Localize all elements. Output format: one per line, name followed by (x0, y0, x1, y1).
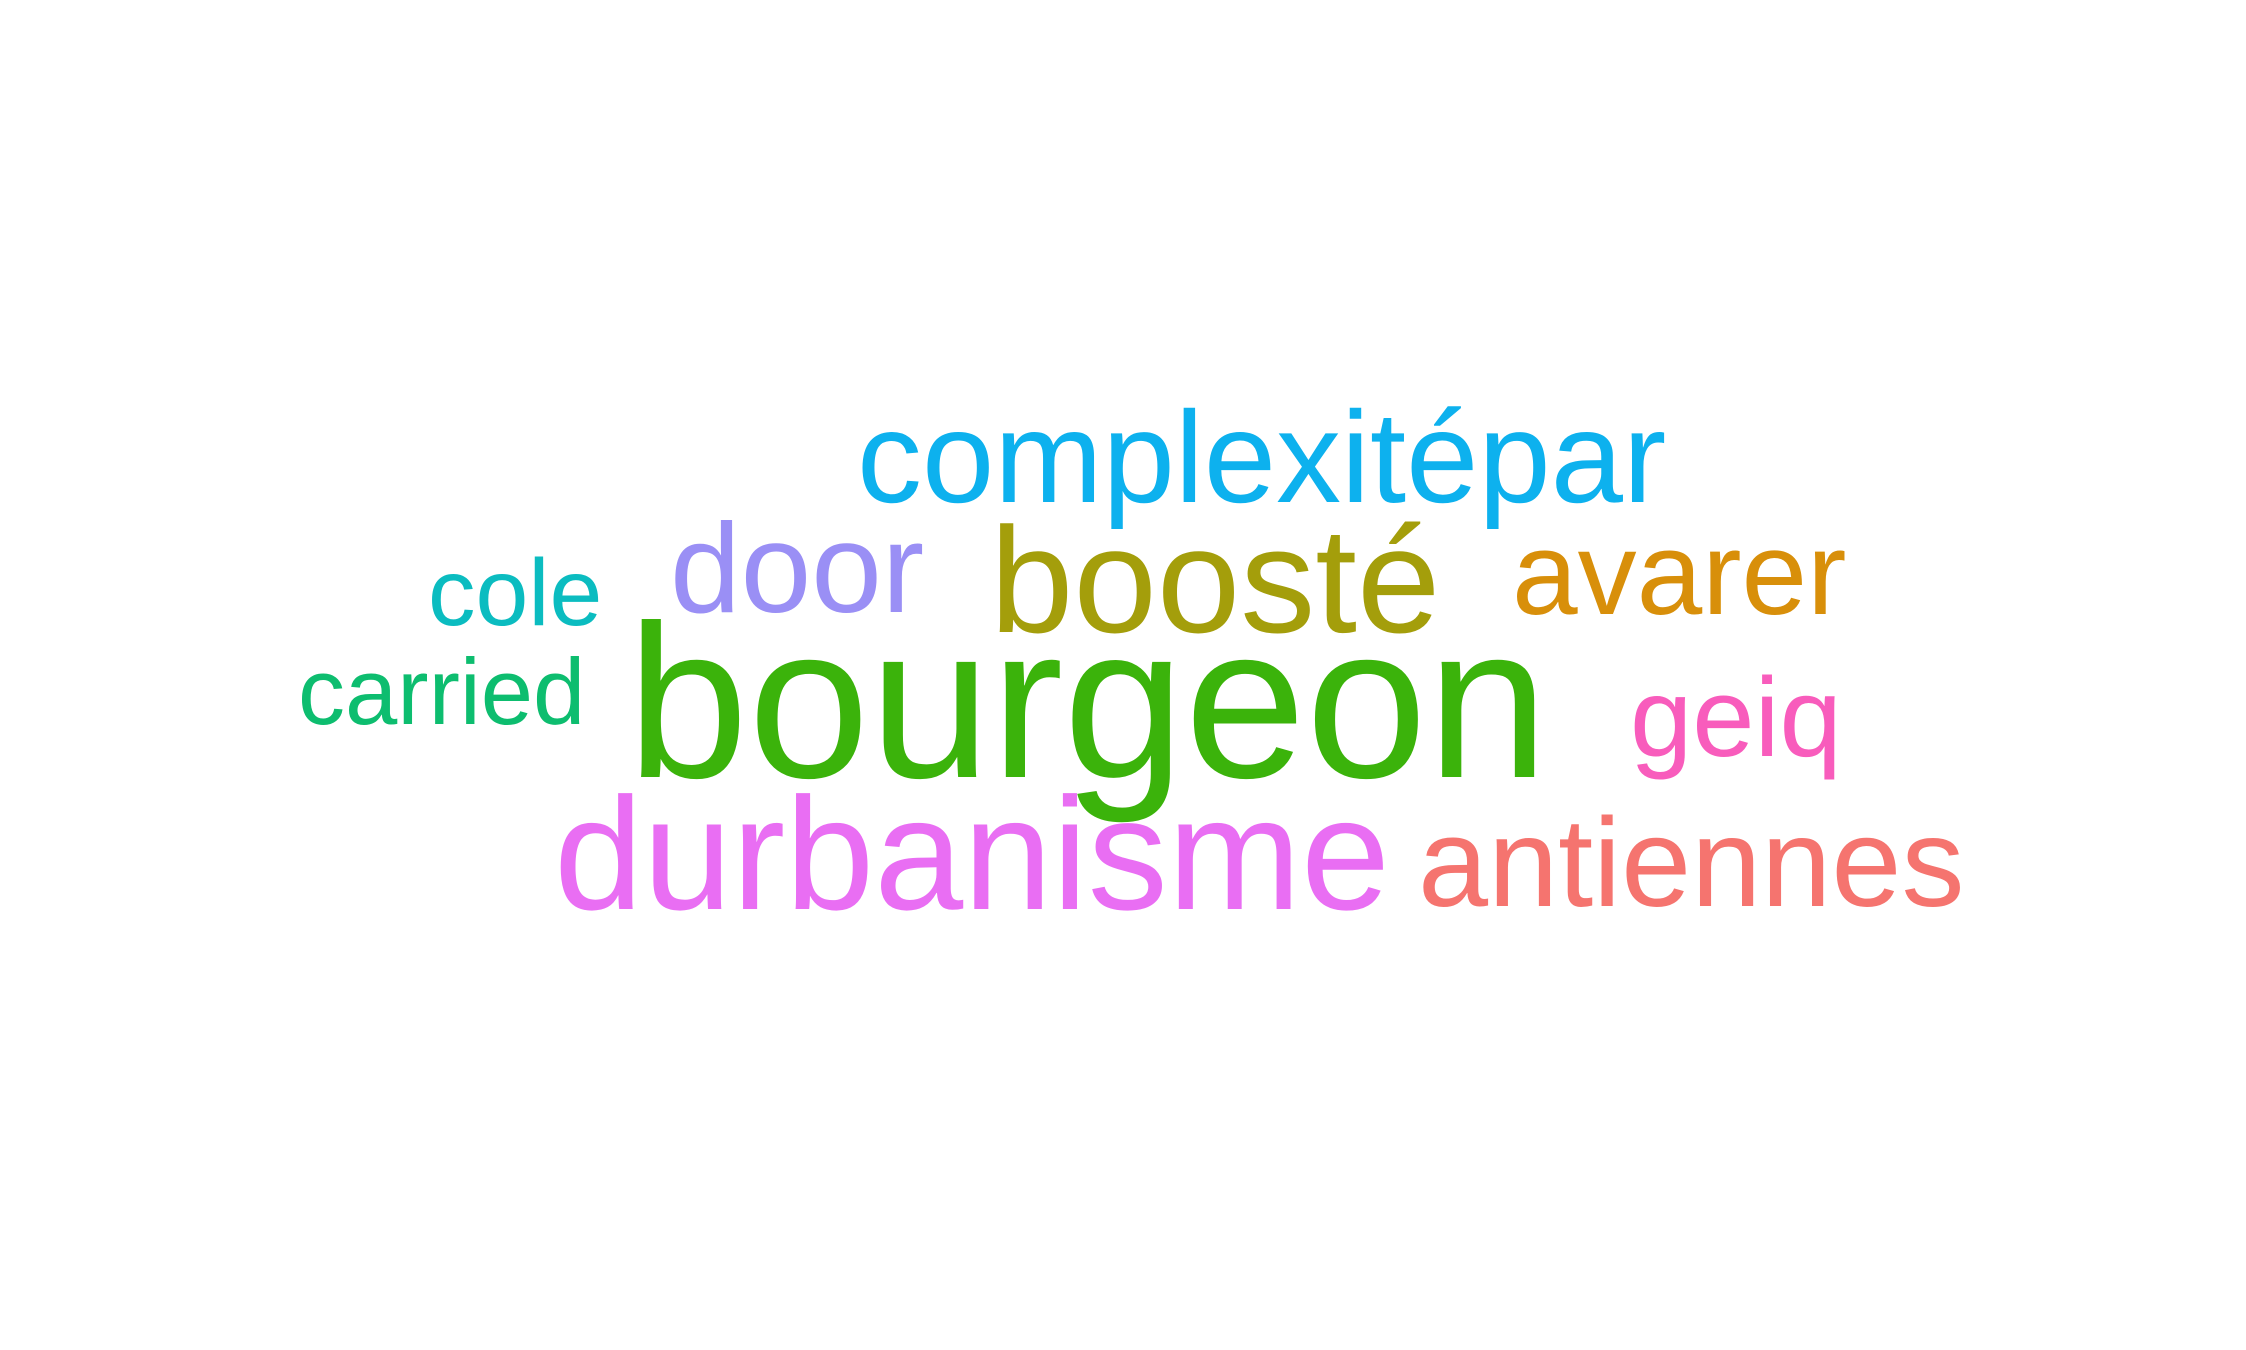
word-antiennes: antiennes (1418, 792, 1965, 933)
word-door: door (670, 497, 925, 639)
word-durbanisme: durbanisme (554, 764, 1391, 943)
word-complexitepar: complexitépar (857, 384, 1667, 530)
word-bourgeon: bourgeon (627, 581, 1549, 824)
word-booste: boosté (990, 496, 1441, 664)
word-avarer: avarer (1512, 508, 1847, 640)
word-carried: carried (298, 639, 586, 744)
word-cole: cole (428, 540, 603, 646)
word-geiq: geiq (1630, 655, 1842, 780)
